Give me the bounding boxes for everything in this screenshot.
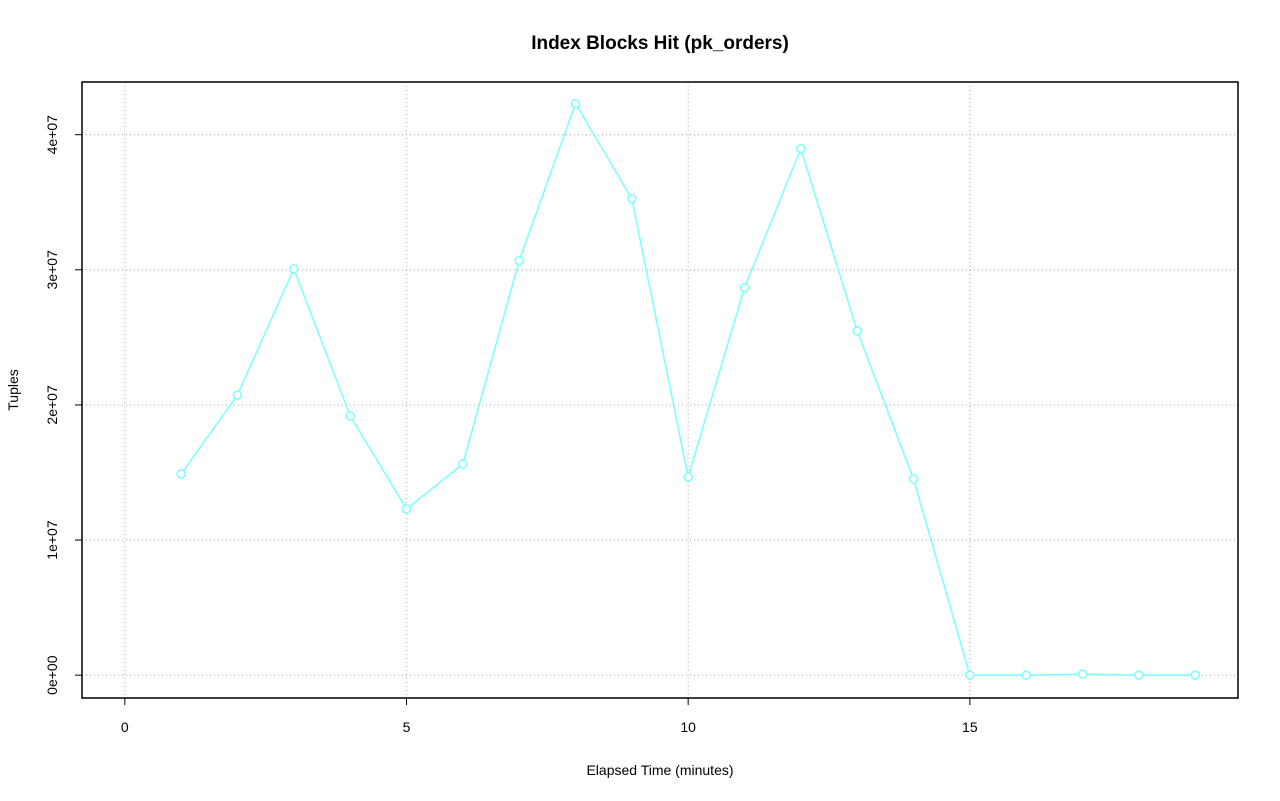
- x-tick-label: 5: [403, 719, 411, 735]
- data-point: [458, 459, 468, 469]
- data-point: [570, 98, 581, 109]
- data-point: [1077, 669, 1088, 680]
- data-point: [739, 282, 750, 293]
- data-point: [345, 411, 355, 421]
- data-point: [1021, 670, 1031, 680]
- data-point: [796, 143, 806, 154]
- y-tick-label: 0e+00: [44, 655, 60, 695]
- data-point: [683, 472, 693, 482]
- data-point: [1190, 670, 1200, 680]
- y-tick-label: 4e+07: [44, 115, 60, 155]
- y-tick-label: 1e+07: [44, 520, 60, 560]
- data-point: [232, 390, 243, 400]
- x-tick-label: 15: [962, 719, 978, 735]
- x-tick-label: 0: [121, 719, 129, 735]
- y-axis-label: Tuples: [5, 369, 21, 411]
- data-point: [965, 670, 975, 680]
- data-point: [627, 193, 637, 204]
- x-tick-label: 10: [680, 719, 696, 735]
- x-axis-label: Elapsed Time (minutes): [586, 762, 733, 778]
- chart-title: Index Blocks Hit (pk_orders): [531, 33, 789, 54]
- data-point: [401, 504, 412, 514]
- data-point: [289, 264, 299, 274]
- y-tick-label: 3e+07: [44, 250, 60, 290]
- data-point: [908, 474, 919, 484]
- data-point: [514, 255, 524, 266]
- data-point: [176, 469, 186, 479]
- data-point: [1134, 670, 1144, 680]
- plot-frame: [81, 81, 1239, 699]
- y-tick-label: 2e+07: [44, 385, 60, 425]
- data-point: [852, 326, 862, 336]
